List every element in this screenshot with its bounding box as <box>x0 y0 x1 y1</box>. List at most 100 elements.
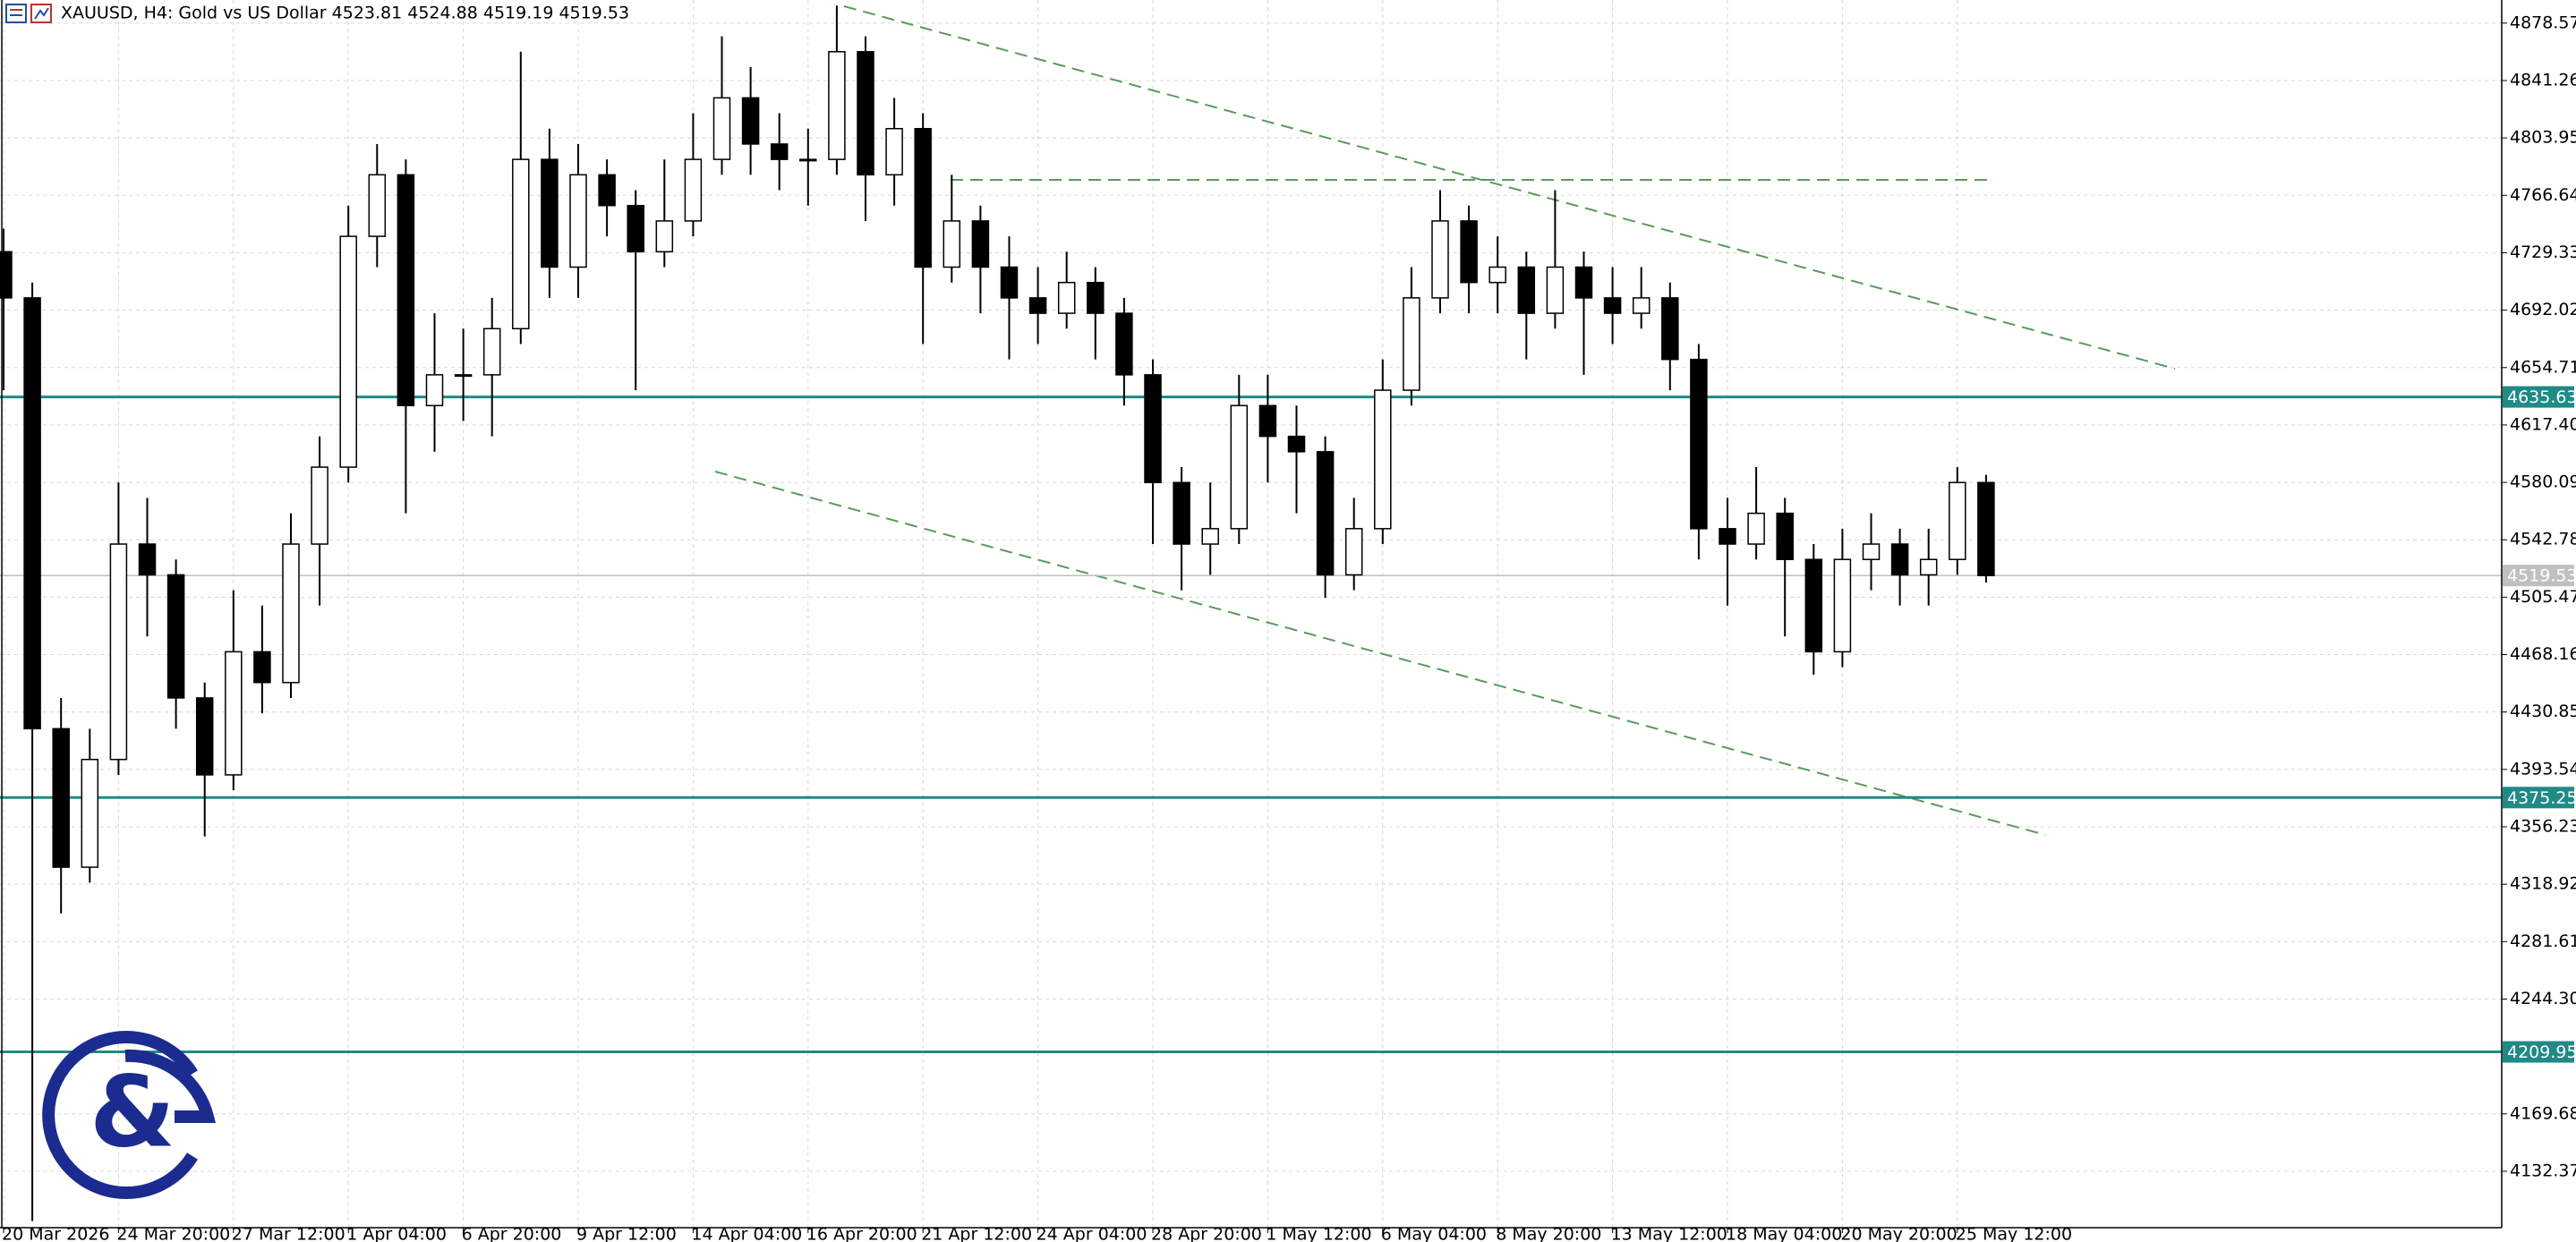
grid <box>0 0 2502 1228</box>
x-tick-label: 1 Apr 04:00 <box>346 1225 447 1242</box>
x-tick-label: 6 May 04:00 <box>1381 1225 1487 1242</box>
y-tick-label: 4244.30 <box>2510 989 2576 1008</box>
candle-body <box>1374 389 1392 530</box>
candle-body <box>166 574 185 699</box>
x-tick-label: 8 May 20:00 <box>1496 1225 1601 1242</box>
candle-body <box>1919 558 1938 576</box>
candles <box>0 5 1995 1221</box>
y-tick-label: 4356.23 <box>2510 817 2576 837</box>
x-tick-label: 13 May 12:00 <box>1611 1225 1727 1242</box>
candle-body <box>109 543 128 761</box>
candle-body <box>828 51 846 160</box>
candle-body <box>1603 297 1622 314</box>
candle-body <box>684 158 703 222</box>
level-label-box <box>2503 787 2574 809</box>
x-tick-label: 20 May 20:00 <box>1840 1225 1957 1242</box>
candle-body <box>1488 266 1506 284</box>
candle-body <box>0 251 13 299</box>
candle-body <box>1460 220 1478 284</box>
y-tick-label: 4430.85 <box>2510 702 2576 721</box>
y-tick-label: 4617.40 <box>2510 414 2576 434</box>
candle-body <box>512 158 530 330</box>
candle-body <box>1862 543 1881 560</box>
candle-body <box>1201 528 1219 545</box>
candle-body <box>1949 481 1966 560</box>
candle-body <box>655 220 674 253</box>
logo-arc <box>124 1049 216 1123</box>
y-tick-label: 4729.33 <box>2510 242 2576 262</box>
candle-body <box>1804 558 1823 653</box>
last-price-box <box>2503 565 2574 587</box>
y-tick-label: 4132.37 <box>2510 1161 2576 1180</box>
candle-body <box>1977 481 1995 576</box>
candle-body <box>741 97 760 145</box>
candle-body <box>1403 297 1420 391</box>
trend-line <box>843 5 2176 370</box>
x-tick-label: 9 Apr 12:00 <box>576 1225 677 1242</box>
candle-body <box>627 204 644 253</box>
x-tick-label: 24 Apr 04:00 <box>1036 1225 1147 1242</box>
candle-body <box>943 220 961 268</box>
y-tick-label: 4318.92 <box>2510 874 2576 894</box>
candle-body <box>1747 512 1765 545</box>
level-label: 4635.63 <box>2507 387 2576 407</box>
x-tick-label: 1 May 12:00 <box>1266 1225 1371 1242</box>
candle-body <box>1173 481 1190 545</box>
candle-body <box>23 297 41 730</box>
candle-body <box>770 143 789 160</box>
candle-body <box>138 543 157 576</box>
y-tick-label: 4803.95 <box>2510 128 2576 148</box>
level-label: 4375.25 <box>2507 788 2576 808</box>
x-tick-label: 20 Mar 2026 <box>2 1225 109 1242</box>
y-tick-label: 4654.71 <box>2510 357 2576 377</box>
y-tick-label: 4580.09 <box>2510 472 2576 492</box>
candle-body <box>1517 266 1536 314</box>
candle-body <box>1431 220 1449 299</box>
last-price-label: 4519.53 <box>2507 566 2576 586</box>
candle-body <box>914 128 932 268</box>
candle-body <box>1144 374 1162 483</box>
x-tick-label: 25 May 12:00 <box>1956 1225 2072 1242</box>
candle-body <box>1833 558 1852 653</box>
candle-body <box>1344 528 1363 576</box>
y-tick-label: 4468.16 <box>2510 644 2576 664</box>
y-tick-label: 4542.78 <box>2510 530 2576 549</box>
candle-body <box>52 727 70 868</box>
y-tick-label: 4505.47 <box>2510 587 2576 607</box>
x-tick-label: 16 Apr 20:00 <box>806 1225 917 1242</box>
candle-body <box>311 466 328 545</box>
y-tick-label: 4766.64 <box>2510 185 2576 205</box>
candle-body <box>1661 297 1679 361</box>
candle-body <box>1574 266 1593 299</box>
candle-body <box>1719 528 1736 545</box>
candle-body <box>541 158 559 268</box>
icon[interactable] <box>5 4 27 23</box>
candle-body <box>225 651 243 776</box>
x-tick-label: 6 Apr 20:00 <box>462 1225 562 1242</box>
x-tick-label: 21 Apr 12:00 <box>921 1225 1032 1242</box>
logo-arc <box>42 1031 198 1199</box>
level-label-box <box>2503 386 2574 408</box>
x-tick-label: 28 Apr 20:00 <box>1151 1225 1262 1242</box>
candle-body <box>1316 451 1335 576</box>
candle-body <box>1115 312 1133 376</box>
candle-body <box>1890 543 1909 576</box>
y-tick-label: 4281.61 <box>2510 932 2576 951</box>
candle-body <box>339 235 357 468</box>
candle-body <box>857 51 874 176</box>
x-tick-label: 18 May 04:00 <box>1726 1225 1842 1242</box>
candle-body <box>1690 358 1708 530</box>
candle-body <box>253 651 271 684</box>
x-tick-label: 27 Mar 12:00 <box>232 1225 345 1242</box>
y-tick-label: 4878.57 <box>2510 13 2576 32</box>
candle-body <box>1028 297 1047 314</box>
icon[interactable] <box>30 4 52 23</box>
candle-body <box>81 759 99 868</box>
candle-body <box>482 328 501 376</box>
candle-body <box>1776 512 1794 560</box>
y-tick-label: 4393.54 <box>2510 759 2576 778</box>
trend-line <box>714 471 2046 836</box>
x-tick-label: 24 Mar 20:00 <box>116 1225 230 1242</box>
candle-body <box>569 174 587 268</box>
chart-title: XAUUSD, H4: Gold vs US Dollar 4523.81 45… <box>61 4 629 23</box>
